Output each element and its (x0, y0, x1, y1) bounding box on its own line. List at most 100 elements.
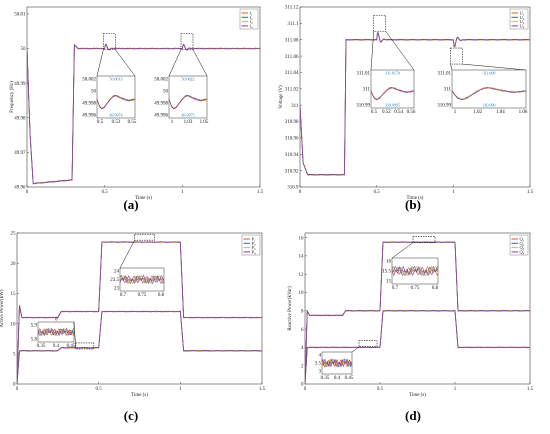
inset-x-tick: 0.55 (128, 120, 137, 125)
y-tick-label: 5 (13, 353, 16, 358)
inset-x-tick: 0.53 (112, 120, 121, 125)
zoom-source-box (358, 340, 378, 348)
zoom-connector (351, 346, 360, 353)
inset-y-tick: 50 (163, 90, 169, 95)
y-tick-label: 311.06 (285, 55, 299, 60)
inset-y-tick: 24 (114, 270, 120, 275)
series-line-4 (305, 310, 530, 384)
y-tick-label: 8 (301, 309, 304, 314)
zoom-source-box (450, 47, 463, 65)
panel-label: (a) (123, 197, 138, 212)
x-axis-label: Time (s) (135, 196, 152, 201)
x-tick-label: 0.5 (377, 387, 384, 392)
inset-series-line (451, 87, 527, 101)
x-tick-label: 1 (179, 387, 182, 392)
y-tick-label: 10 (11, 322, 17, 327)
inset-x-tick: 0.45 (345, 376, 354, 381)
inset-y-tick: 4 (319, 354, 322, 359)
inset-y-tick: 50.002 (82, 78, 96, 83)
inset-annotation: 50.0022 (182, 77, 195, 82)
legend-entry: U₁ (520, 11, 525, 16)
zoom-source-box (180, 33, 194, 50)
x-tick-label: 0.5 (102, 190, 109, 195)
legend-box (509, 234, 529, 256)
series-group (27, 43, 260, 185)
y-tick-label: 50.01 (14, 13, 26, 18)
y-tick-label: 50 (21, 47, 27, 52)
chart-d: 0 0.5 1 1.5 0 2 4 6 8 10 12 14 16 Time (s) Reactive Po… (288, 232, 534, 423)
y-tick-label: 14 (299, 255, 305, 260)
inset-x-tick: 0.75 (138, 293, 147, 298)
y-tick-label: 6 (301, 328, 304, 333)
x-tick-label: 0 (26, 190, 29, 195)
inset-series-line (321, 358, 353, 368)
series-line-4 (300, 32, 530, 176)
panel-label: (b) (405, 197, 421, 212)
inset-y-tick: 5.8 (31, 338, 38, 343)
legend-entry: f₂ (250, 15, 253, 20)
y-tick-label: 310.9 (287, 186, 299, 191)
inset-x-tick: 0.45 (67, 344, 76, 349)
y-axis-label: Active Power(kW) (0, 289, 5, 327)
inset-x-tick: 0.4 (53, 344, 60, 349)
x-tick-label: 0 (299, 190, 302, 195)
inset-x-tick: 1 (454, 110, 457, 115)
inset-frame (451, 69, 527, 109)
zoom-inset: 16 15.5 150.7 0.75 0.8 (382, 257, 439, 291)
inset-x-tick: 0.52 (382, 110, 391, 115)
legend-entry: P₂ (252, 241, 257, 246)
zoom-connector (462, 63, 527, 71)
y-tick-label: 49.98 (14, 116, 26, 121)
y-tick-label: 16 (299, 236, 305, 241)
x-tick-label: 0 (304, 387, 307, 392)
inset-frame (96, 75, 136, 119)
inset-y-tick: 15.5 (382, 270, 391, 275)
legend-entry: Q₃ (520, 245, 525, 250)
legend-entry: f₁ (250, 11, 253, 16)
inset-series-line (96, 94, 136, 110)
inset-x-tick: 0.35 (321, 376, 330, 381)
zoom-inset: 5.9 5.80.35 0.4 0.45 (31, 321, 76, 349)
inset-x-tick: 0.8 (432, 286, 439, 291)
legend-entry: U₄ (520, 23, 525, 28)
y-tick-label: 15 (11, 292, 17, 297)
inset-y-tick: 3 (319, 370, 322, 375)
zoom-inset: 24 23.5 230.7 0.75 0.8 (110, 267, 165, 298)
inset-series-line (451, 87, 527, 100)
inset-series-line (321, 358, 353, 368)
legend-box (509, 8, 529, 30)
zoom-source-box (412, 236, 436, 243)
x-tick-label: 1 (181, 190, 184, 195)
series-group (305, 241, 530, 384)
inset-x-tick: 0.5 (97, 120, 104, 125)
inset-annotation: 49.9975 (182, 113, 195, 118)
y-tick-label: 12 (299, 273, 305, 278)
inset-x-tick: 1.06 (519, 110, 528, 115)
y-tick-label: 20 (11, 262, 17, 267)
y-tick-label: 311 (291, 104, 299, 109)
y-tick-label: 311.02 (285, 88, 299, 93)
y-tick-label: 311.1 (287, 22, 299, 27)
series-line-4 (305, 241, 530, 384)
inset-x-tick: 0.4 (334, 376, 341, 381)
inset-y-tick: 3.5 (315, 362, 322, 367)
inset-y-tick: 50 (91, 90, 97, 95)
inset-y-tick: 311.01 (356, 72, 370, 77)
series-line-4 (27, 43, 260, 185)
x-tick-label: 1.5 (527, 387, 534, 392)
x-axis-label: Time (s) (131, 393, 148, 398)
y-tick-label: 49.97 (14, 151, 26, 156)
zoom-connector (119, 240, 135, 269)
inset-series-line (391, 265, 439, 277)
legend-entry: Q₄ (520, 249, 525, 254)
y-tick-label: 10 (299, 291, 305, 296)
zoom-connector (385, 31, 415, 71)
x-tick-label: 1 (452, 190, 455, 195)
inset-annotation: 310.990 (483, 103, 496, 108)
y-axis-label: Frequency (Hz) (10, 81, 15, 113)
inset-x-tick: 1.03 (184, 120, 193, 125)
